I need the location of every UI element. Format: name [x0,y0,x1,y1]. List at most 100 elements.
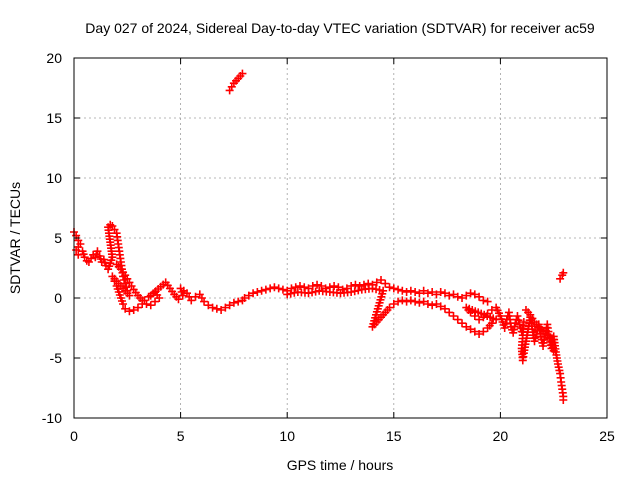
data-point [178,291,187,300]
data-point [530,337,539,346]
data-point [270,283,279,292]
y-tick-label: 5 [54,230,62,246]
data-point [470,290,479,299]
data-point [372,278,381,287]
data-point [311,287,320,296]
data-point [108,272,117,281]
data-point [225,301,234,310]
data-point [187,296,196,305]
data-point [368,284,377,293]
data-point [458,294,467,302]
x-axis-title: GPS time / hours [287,457,394,473]
data-point [539,327,548,336]
data-point [389,300,398,308]
data-point [274,284,283,293]
y-tick-label: 15 [46,110,62,126]
data-point [462,322,471,331]
data-point [423,289,432,298]
data-point [200,297,209,306]
data-point [93,247,102,256]
data-point [449,290,458,299]
data-point [453,315,462,324]
data-point [313,280,322,289]
data-point [221,303,230,312]
y-axis-title: SDTVAR / TECUs [7,182,23,294]
data-point [514,316,523,325]
x-tick-label: 5 [177,428,185,444]
data-point [119,300,128,308]
data-point [406,296,415,305]
series-sdtvar [70,69,568,404]
y-tick-label: 20 [46,50,62,66]
data-point [432,300,441,308]
data-point [549,346,558,355]
data-point [475,330,484,338]
data-point [559,268,568,277]
data-point [261,285,270,294]
data-point [398,296,407,305]
data-point [151,297,160,306]
data-point [317,282,326,290]
data-point [445,291,454,300]
data-point [146,301,155,310]
data-point [411,288,420,296]
data-point [466,289,475,298]
data-point [359,280,368,289]
data-point [286,289,295,298]
data-point [212,304,221,313]
data-point [453,292,462,301]
data-point [479,327,488,336]
data-point [249,289,258,298]
data-point [238,69,247,78]
x-tick-label: 15 [386,428,402,444]
y-tick-label: -5 [50,350,63,366]
data-point [278,285,287,294]
data-point [129,306,138,314]
data-point [445,308,454,317]
data-point [253,288,262,296]
data-point [470,327,479,336]
data-point [295,282,304,290]
x-tick-label: 25 [599,428,615,444]
data-point [479,313,488,322]
data-point [191,292,200,301]
data-point [419,297,428,306]
x-tick-label: 10 [279,428,295,444]
data-point [266,284,275,293]
data-point [428,301,437,310]
data-point [411,297,420,306]
data-point [402,288,411,296]
data-point [394,297,403,306]
data-point [415,298,424,307]
data-point [419,286,428,295]
data-point [389,284,398,293]
grid [74,58,607,418]
data-point [483,309,492,318]
data-point [475,292,484,301]
data-point [406,286,415,295]
data-point [138,296,147,305]
data-point [385,303,394,312]
data-point [142,300,151,308]
data-point [479,296,488,305]
axis-ticks: 0 5 10 15 20 25 -10 -5 0 5 10 15 20 [42,50,615,444]
data-point [436,288,445,296]
data-point [440,289,449,298]
data-point [394,285,403,294]
data-point [500,324,509,332]
data-point [291,283,300,292]
data-point [244,291,253,300]
data-point [466,308,475,317]
data-point [125,307,134,316]
data-point [240,294,249,302]
data-point [440,304,449,313]
data-point [385,283,394,292]
data-point [229,298,238,307]
data-point [133,303,142,312]
data-point [217,306,226,314]
data-point [304,289,313,298]
data-point [381,279,390,288]
y-tick-label: -10 [42,410,62,426]
